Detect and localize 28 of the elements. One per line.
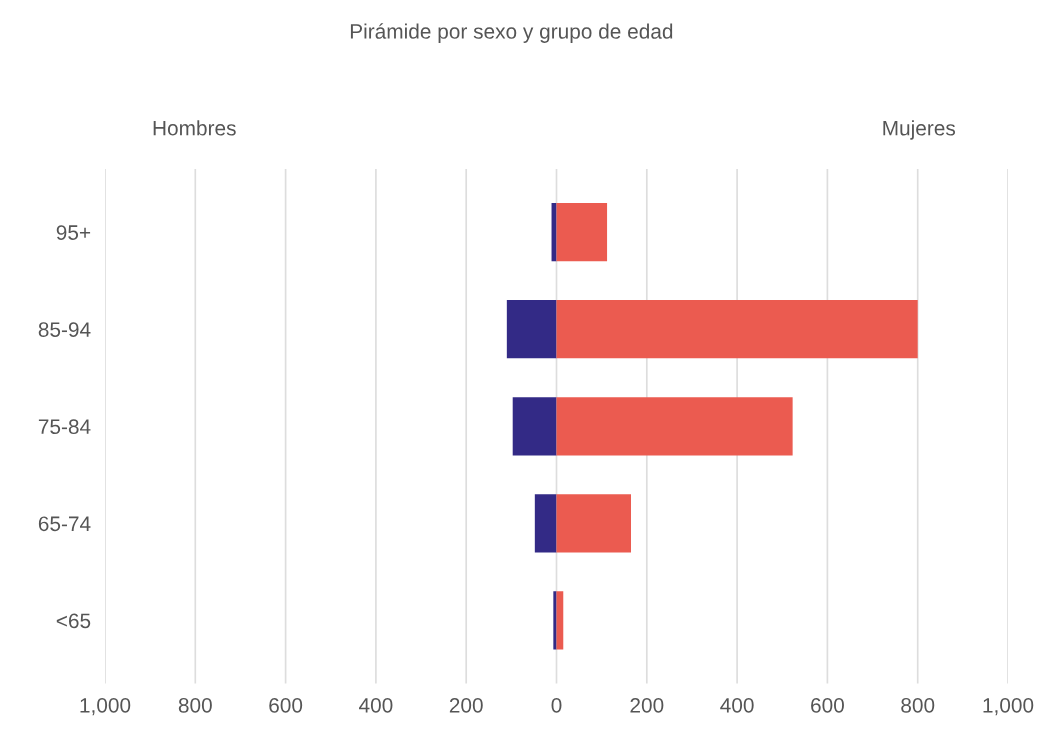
y-tick-label: 85-94 [38, 322, 91, 337]
y-tick-label: 65-74 [38, 516, 91, 532]
x-tick-label: 400 [720, 697, 754, 713]
bar [506, 300, 557, 359]
x-tick-label: 200 [630, 697, 664, 713]
x-tick-label: 800 [178, 697, 212, 713]
chart-title: Pirámide por sexo y grupo de edad [350, 23, 673, 43]
bar [556, 494, 631, 553]
x-tick-label: 1,000 [983, 697, 1034, 716]
bar [534, 494, 557, 553]
bar [556, 203, 608, 262]
bar [556, 397, 793, 456]
x-tick-label: 200 [449, 697, 483, 713]
text: Mujeres [883, 120, 956, 140]
x-tick-label: 600 [811, 697, 844, 713]
x-tick-label: 400 [359, 697, 393, 713]
text: Hombres [153, 120, 236, 136]
y-tick-label: <65 [56, 613, 91, 629]
x-tick-label: 600 [269, 697, 303, 713]
x-tick-label: 800 [901, 697, 935, 713]
y-tick-label: 95+ [56, 225, 91, 240]
bar [556, 300, 918, 359]
bar [512, 397, 557, 456]
bar [556, 591, 564, 650]
bar [553, 591, 557, 650]
x-tick-label: 1,000 [80, 697, 131, 716]
y-tick-label: 75-84 [38, 419, 91, 435]
x-tick-label: 0 [551, 697, 562, 713]
